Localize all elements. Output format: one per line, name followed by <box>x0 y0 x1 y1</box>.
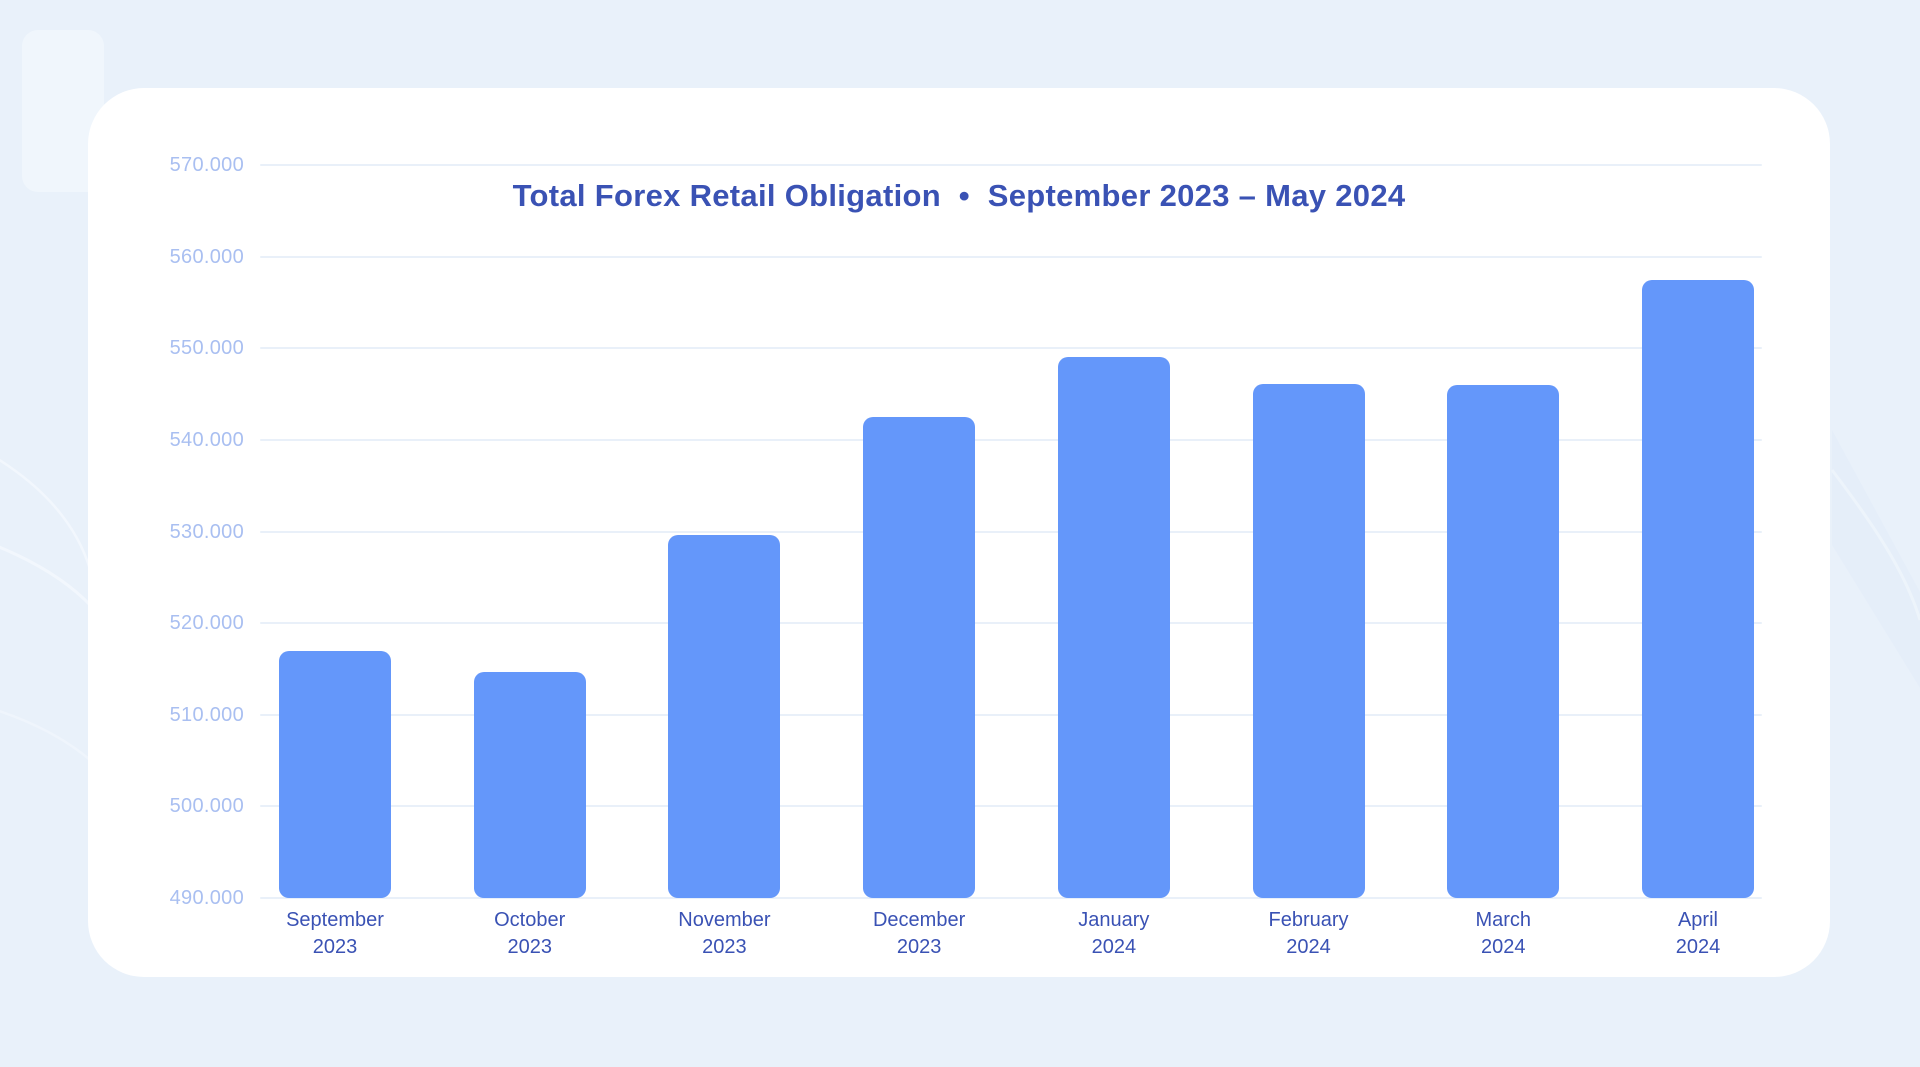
category-month: February <box>1268 909 1349 931</box>
chart-card: Total Forex Retail Obligation • Septembe… <box>88 88 1830 977</box>
x-axis-category-label: January 2024 <box>1019 907 1209 961</box>
category-month: January <box>1078 909 1150 931</box>
category-year: 2024 <box>1286 936 1331 958</box>
y-axis-tick-label: 500.000 <box>169 795 244 818</box>
y-axis-tick-label: 510.000 <box>169 703 244 726</box>
bar-january-2024 <box>1057 357 1170 898</box>
category-year: 2024 <box>1481 936 1526 958</box>
gridline <box>260 805 1762 808</box>
category-month: April <box>1677 909 1718 931</box>
y-axis-tick-label: 490.000 <box>169 887 244 909</box>
x-axis-category-label: September 2023 <box>240 907 430 961</box>
category-year: 2024 <box>1675 936 1721 958</box>
y-axis-tick-label: 570.000 <box>169 154 244 176</box>
gridline <box>260 438 1762 441</box>
x-axis-category-label: March 2024 <box>1408 907 1598 961</box>
bar-december-2023 <box>863 416 976 898</box>
gridline <box>260 713 1762 716</box>
x-axis-category-label: December 2023 <box>824 907 1014 961</box>
gridline <box>260 622 1762 625</box>
y-axis-tick-label: 560.000 <box>169 245 244 268</box>
bar-october-2023 <box>473 671 586 898</box>
bar-february-2024 <box>1252 383 1365 898</box>
y-axis-tick-label: 540.000 <box>169 428 244 451</box>
bar-april-2024 <box>1641 279 1754 898</box>
category-year: 2024 <box>1091 936 1137 958</box>
gridline <box>260 164 1762 166</box>
category-month: September <box>286 909 384 931</box>
category-year: 2023 <box>507 936 552 958</box>
gridline <box>260 255 1762 258</box>
x-axis-category-label: April 2024 <box>1603 907 1793 961</box>
bar-september-2023 <box>279 650 391 898</box>
y-axis-tick-label: 520.000 <box>169 612 244 635</box>
category-year: 2023 <box>896 936 942 958</box>
chart-title: Total Forex Retail Obligation • Septembe… <box>512 178 1406 213</box>
category-month: March <box>1475 909 1532 931</box>
x-axis-category-label: November 2023 <box>629 907 819 961</box>
category-month: November <box>678 909 771 931</box>
x-axis-category-label: October 2023 <box>435 907 625 961</box>
bar-november-2023 <box>668 535 781 898</box>
category-year: 2023 <box>312 936 358 958</box>
y-axis-tick-label: 530.000 <box>169 520 244 543</box>
bar-march-2024 <box>1447 384 1560 898</box>
gridline <box>260 530 1762 533</box>
y-axis-tick-label: 550.000 <box>169 337 244 360</box>
category-month: October <box>494 909 566 931</box>
gridline <box>260 347 1762 350</box>
category-month: December <box>872 909 966 931</box>
category-year: 2023 <box>702 936 747 958</box>
x-axis-category-label: February 2024 <box>1214 907 1404 961</box>
gridline <box>260 897 1762 899</box>
